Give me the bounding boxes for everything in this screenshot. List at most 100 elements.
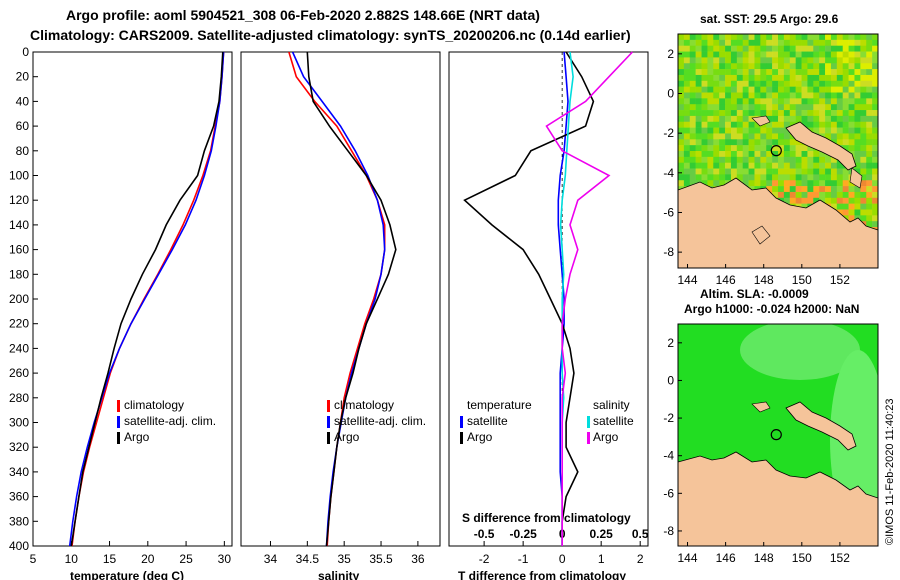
sst-cell [748,74,755,82]
sst-cell [719,156,726,163]
sst-cell [678,174,685,181]
sst-cell [701,145,708,152]
sst-cell [819,156,826,163]
title-line-1: Argo profile: aoml 5904521_308 06-Feb-20… [66,7,540,23]
sst-cell [730,151,738,158]
sst-cell [842,174,849,181]
lon-tick-label: 148 [754,273,774,287]
sst-cell [701,80,708,87]
sst-cell [748,39,755,46]
sst-cell [678,151,685,158]
sst-cell [795,197,802,204]
sst-cell [789,86,796,93]
sst-cell [725,156,732,163]
sst-cell [748,186,755,193]
sst-cell [742,180,749,187]
sst-cell [813,69,820,76]
sst-cell [830,156,838,163]
sst-cell [795,104,802,111]
sst-cell [766,186,773,193]
sst-cell [725,174,732,181]
sst-cell [760,180,767,187]
salinity-legend: climatology satellite-adj. clim. Argo [327,398,426,444]
sst-cell [695,104,702,111]
sst-cell [807,151,814,158]
sst-cell [689,39,696,46]
land-island [751,115,771,127]
lat-tick-label: -4 [663,166,674,180]
sst-cell [783,104,791,111]
sst-cell [754,174,761,181]
sst-cell [742,63,749,70]
sst-cell [725,110,732,117]
sst-cell [807,69,814,76]
sst-cell [872,215,878,222]
sst-cell [678,115,685,123]
sst-cell [778,110,785,117]
sst-cell [836,191,843,199]
lat-tick-label: -2 [663,126,674,140]
sst-cell [754,39,761,46]
sst-cell [813,92,820,99]
sst-cell [830,180,838,187]
sst-cell [713,115,720,123]
sst-cell [707,34,714,41]
sst-cell [719,180,726,187]
sst-cell [819,51,826,58]
series-line-s-argo [545,51,633,546]
sst-cell [872,104,878,111]
sst-cell [748,156,755,163]
depth-tick-label: 140 [9,218,29,232]
sst-cell [854,115,861,123]
sst-cell [854,145,861,152]
sst-cell [783,139,791,146]
sst-cell [766,151,773,158]
sst-cell [766,156,773,163]
sst-cell [848,86,855,93]
sst-cell [836,57,843,64]
sst-cell [778,186,785,193]
sst-cell [836,174,843,181]
sst-cell [825,197,832,204]
x-tick-label: 35 [338,552,352,566]
sst-cell [725,92,732,99]
sst-cell [825,80,832,87]
sst-cell [754,86,761,93]
sst-cell [819,151,826,158]
sst-cell [801,39,808,46]
sst-cell [842,104,849,111]
sst-cell [742,139,749,146]
sst-cell [748,121,755,128]
sst-cell [819,115,826,123]
sst-cell [848,191,855,199]
sst-cell [748,69,755,76]
sst-cell [695,45,702,52]
sst-cell [830,197,838,204]
depth-tick-label: 180 [9,267,29,281]
sst-cell [683,45,691,52]
sst-cell [842,186,849,193]
sst-cell [678,86,685,93]
sst-cell [836,80,843,87]
depth-axis: 0 20 40 60 80 100 120 140 160 180 200 220 240 260 280 3… [9,45,38,553]
sst-cell [701,127,708,134]
sst-cell [713,151,720,158]
sst-cell [842,63,849,70]
sst-cell [813,156,820,163]
sst-cell [866,80,873,87]
sst-cell [789,139,796,146]
sst-cell [854,110,861,117]
sla-heatmap [678,324,878,546]
sst-cell [766,80,773,87]
sst-cell [683,57,691,64]
sst-cell [772,186,779,193]
sst-cell [848,69,855,76]
salinity-panel: 34 34.5 35 35.5 36 salinity climatology sate… [240,51,441,580]
sst-cell [866,180,873,187]
sst-cell [819,197,826,204]
sst-cell [719,121,726,128]
sst-cell [866,168,873,175]
sst-cell [683,80,691,87]
sst-cell [836,51,843,58]
sst-cell [830,162,838,169]
